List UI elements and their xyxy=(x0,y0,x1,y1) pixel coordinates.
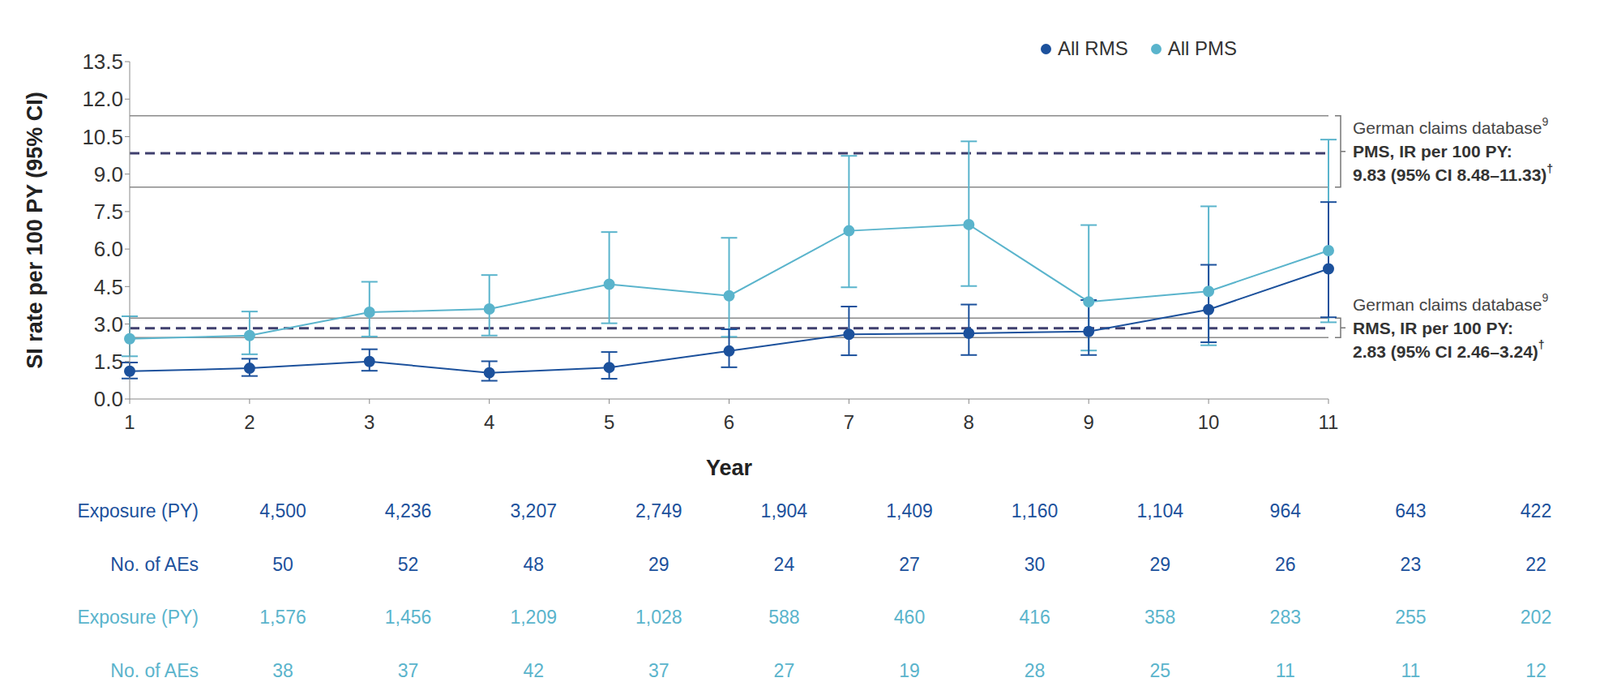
svg-text:3: 3 xyxy=(363,410,375,433)
html-text:Exposure (PY): Exposure (PY) xyxy=(77,500,199,522)
svg-text:3.0: 3.0 xyxy=(94,312,124,337)
html-text:4,500: 4,500 xyxy=(259,500,307,522)
html-text:1,409: 1,409 xyxy=(886,500,933,522)
html-text:29: 29 xyxy=(1149,553,1171,575)
svg-text:10: 10 xyxy=(1197,410,1220,433)
html-text:3,207: 3,207 xyxy=(510,500,557,522)
svg-text:German claims database9: German claims database9 xyxy=(1352,115,1549,138)
svg-text:12.0: 12.0 xyxy=(81,86,124,112)
html-text:26: 26 xyxy=(1274,553,1296,575)
html-text:358: 358 xyxy=(1144,606,1176,628)
svg-text:7: 7 xyxy=(843,410,855,433)
svg-text:8: 8 xyxy=(963,410,975,433)
html-text:643: 643 xyxy=(1395,500,1427,522)
html-text:1,209: 1,209 xyxy=(510,606,557,628)
html-text:19: 19 xyxy=(899,659,920,681)
svg-text:0.0: 0.0 xyxy=(94,386,124,411)
html-text:All RMS: All RMS xyxy=(1057,37,1128,60)
svg-text:6: 6 xyxy=(723,410,735,433)
html-text:2,749: 2,749 xyxy=(635,500,683,522)
svg-text:1: 1 xyxy=(124,410,135,433)
html-text:29: 29 xyxy=(648,553,670,575)
svg-text:Year: Year xyxy=(705,455,753,480)
svg-text:4.5: 4.5 xyxy=(94,274,124,300)
html-text:48: 48 xyxy=(523,553,544,575)
svg-text:1.5: 1.5 xyxy=(94,349,124,374)
html-text:964: 964 xyxy=(1269,500,1301,522)
html-text:28: 28 xyxy=(1024,659,1046,681)
html-text:All PMS: All PMS xyxy=(1167,37,1237,60)
html-text:1,160: 1,160 xyxy=(1011,500,1059,522)
html-text:27: 27 xyxy=(773,659,795,681)
html-text:202: 202 xyxy=(1520,606,1552,628)
html-text:38: 38 xyxy=(272,659,294,681)
html-text:52: 52 xyxy=(397,553,419,575)
html-text:37: 37 xyxy=(397,659,419,681)
svg-text:9.83 (95% CI 8.48–11.33)†: 9.83 (95% CI 8.48–11.33)† xyxy=(1352,162,1553,185)
html-text:588: 588 xyxy=(768,606,800,628)
svg-text:7.5: 7.5 xyxy=(94,199,124,224)
html-text:27: 27 xyxy=(899,553,920,575)
svg-text:4: 4 xyxy=(483,410,495,433)
html-text:Exposure (PY): Exposure (PY) xyxy=(77,606,199,628)
svg-text:9.0: 9.0 xyxy=(94,162,124,187)
html-text:23: 23 xyxy=(1400,553,1422,575)
svg-text:10.5: 10.5 xyxy=(81,124,124,150)
html-text:416: 416 xyxy=(1019,606,1051,628)
svg-text:SI rate per 100 PY (95% CI): SI rate per 100 PY (95% CI) xyxy=(22,91,48,369)
svg-text:German claims database9: German claims database9 xyxy=(1352,290,1549,314)
svg-text:2.83 (95% CI 2.46–3.24)†: 2.83 (95% CI 2.46–3.24)† xyxy=(1352,337,1545,361)
html-text:1,456: 1,456 xyxy=(384,606,432,628)
html-text:422: 422 xyxy=(1520,500,1552,522)
svg-text:2: 2 xyxy=(243,410,255,433)
svg-text:PMS, IR per 100 PY:: PMS, IR per 100 PY: xyxy=(1352,141,1513,161)
svg-text:11: 11 xyxy=(1318,410,1340,433)
html-text:12: 12 xyxy=(1525,659,1547,681)
html-text:460: 460 xyxy=(893,606,925,628)
html-text:37: 37 xyxy=(648,659,670,681)
html-text:42: 42 xyxy=(523,659,544,681)
svg-text:RMS, IR per 100 PY:: RMS, IR per 100 PY: xyxy=(1352,318,1514,338)
html-text:30: 30 xyxy=(1024,553,1046,575)
html-text:11: 11 xyxy=(1400,659,1421,681)
html-text:1,104: 1,104 xyxy=(1136,500,1184,522)
html-text:11: 11 xyxy=(1275,659,1295,681)
html-text:50: 50 xyxy=(272,553,294,575)
html-text:1,576: 1,576 xyxy=(259,606,307,628)
html-text:25: 25 xyxy=(1149,659,1171,681)
svg-text:13.5: 13.5 xyxy=(81,49,124,74)
html-text:No. of AEs: No. of AEs xyxy=(110,553,199,575)
html-text:22: 22 xyxy=(1525,553,1547,575)
svg-text:6.0: 6.0 xyxy=(94,236,124,261)
html-text:1,028: 1,028 xyxy=(635,606,683,628)
html-text:No. of AEs: No. of AEs xyxy=(110,659,199,681)
svg-text:5: 5 xyxy=(603,410,615,433)
html-text:283: 283 xyxy=(1269,606,1301,628)
html-text:24: 24 xyxy=(773,553,795,575)
html-text:255: 255 xyxy=(1395,606,1427,628)
svg-text:9: 9 xyxy=(1083,410,1095,433)
html-text:1,904: 1,904 xyxy=(760,500,808,522)
html-text:4,236: 4,236 xyxy=(384,500,432,522)
